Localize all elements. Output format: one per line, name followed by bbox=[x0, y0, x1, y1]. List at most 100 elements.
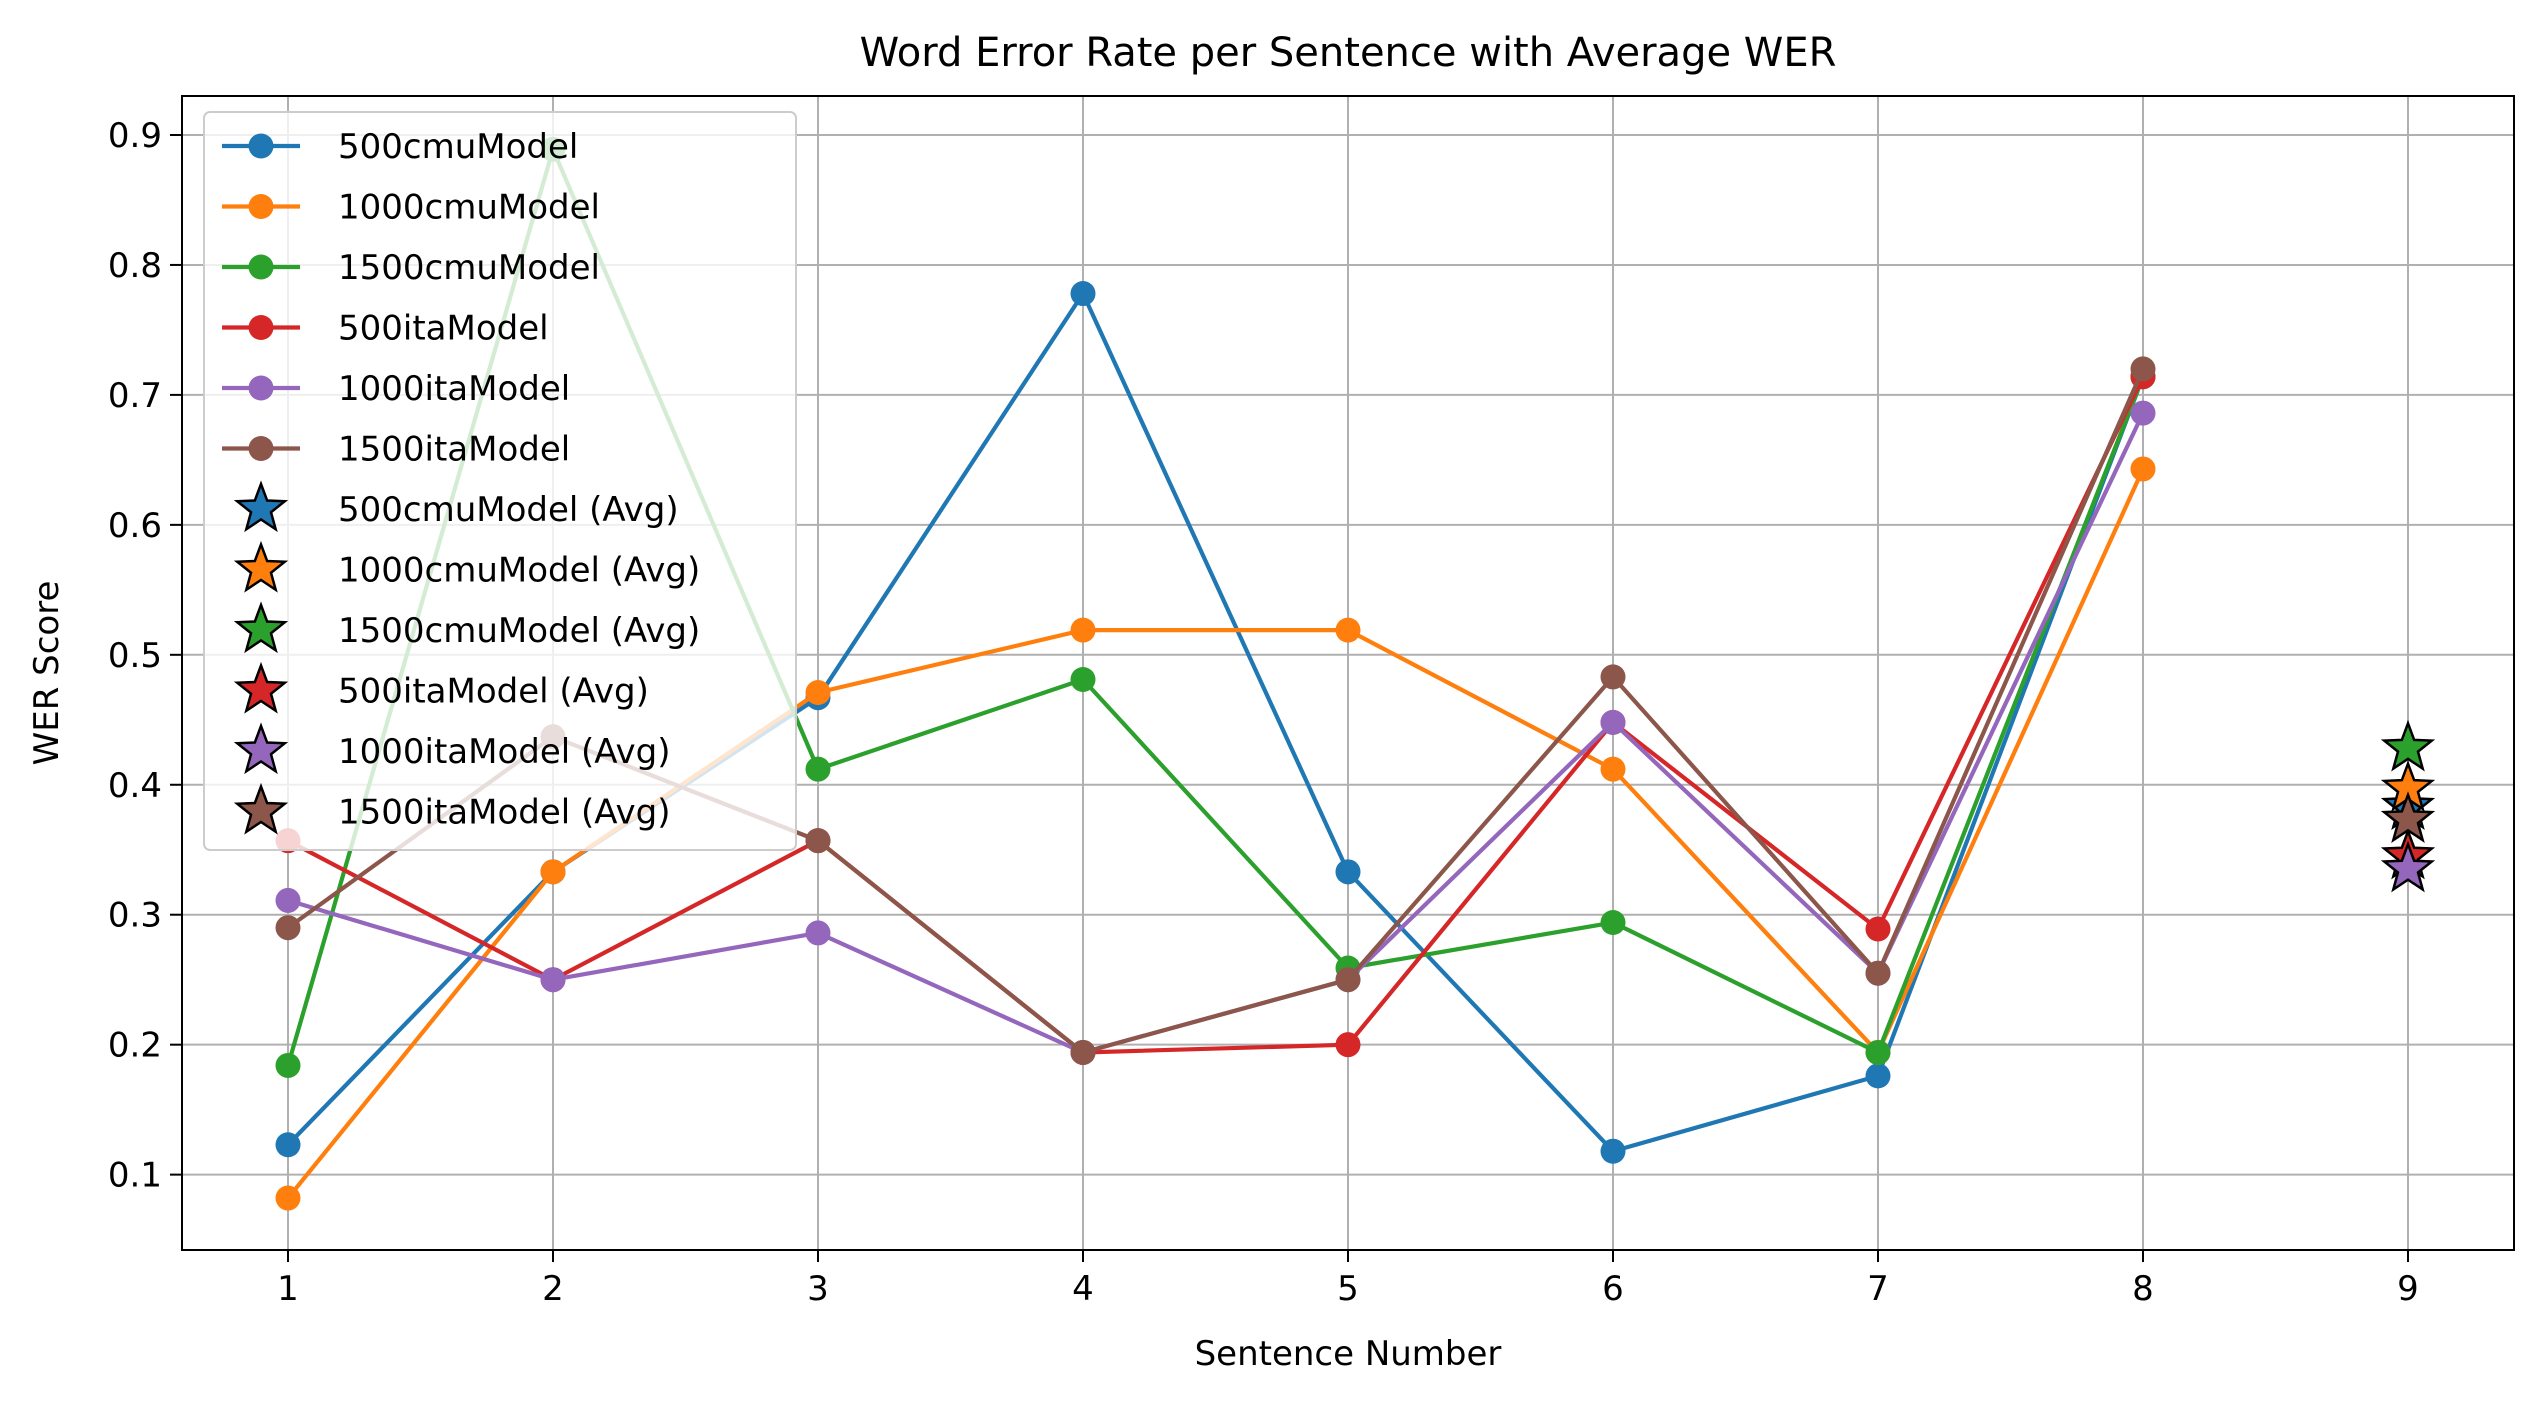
chart-title: Word Error Rate per Sentence with Averag… bbox=[860, 30, 1837, 76]
average-star bbox=[2380, 840, 2436, 893]
x-tick-label: 1 bbox=[277, 1269, 299, 1309]
legend: 500cmuModel 1000cmuModel 1500cmuModel 500it… bbox=[203, 111, 797, 851]
data-point bbox=[275, 915, 301, 941]
data-point bbox=[1335, 1032, 1361, 1058]
legend-entry: 500cmuModel (Avg) bbox=[233, 480, 679, 533]
x-axis-ticks: 1 2 3 4 5 6 7 8 9 bbox=[277, 1250, 2419, 1309]
data-point bbox=[1070, 666, 1096, 692]
x-tick-label: 6 bbox=[1602, 1269, 1624, 1309]
y-tick-label: 0.3 bbox=[108, 896, 162, 936]
y-tick-label: 0.6 bbox=[108, 506, 162, 546]
legend-label: 1500itaModel (Avg) bbox=[338, 793, 671, 833]
data-point bbox=[1865, 916, 1891, 942]
y-tick-label: 0.4 bbox=[108, 766, 162, 806]
average-markers bbox=[2380, 719, 2436, 893]
data-point bbox=[540, 859, 566, 885]
legend-marker bbox=[248, 315, 274, 340]
legend-entry: 500itaModel (Avg) bbox=[233, 661, 649, 714]
legend-star-swatch bbox=[233, 540, 289, 593]
series-line bbox=[287, 375, 2145, 1055]
legend-label: 1000itaModel (Avg) bbox=[338, 732, 671, 772]
data-point bbox=[2130, 400, 2156, 426]
data-point bbox=[2130, 456, 2156, 482]
data-point bbox=[805, 920, 831, 946]
data-point bbox=[275, 887, 301, 913]
legend-marker bbox=[248, 133, 274, 159]
data-point bbox=[1335, 859, 1361, 885]
legend-entry: 1000cmuModel bbox=[222, 188, 600, 228]
legend-label: 500itaModel bbox=[338, 309, 549, 349]
data-point bbox=[1335, 617, 1361, 643]
data-point bbox=[1070, 617, 1096, 643]
y-tick-label: 0.7 bbox=[108, 376, 162, 416]
legend-marker bbox=[248, 194, 274, 219]
data-point bbox=[275, 1132, 301, 1158]
average-star bbox=[2380, 719, 2436, 772]
data-point bbox=[1070, 281, 1096, 307]
x-tick-label: 9 bbox=[2397, 1269, 2419, 1309]
data-point bbox=[1600, 1138, 1626, 1164]
legend-star-swatch bbox=[233, 782, 289, 835]
legend-entry: 1500cmuModel (Avg) bbox=[233, 601, 700, 654]
legend-label: 500itaModel (Avg) bbox=[338, 672, 649, 712]
legend-entry: 1000itaModel bbox=[222, 369, 570, 409]
legend-label: 1500cmuModel (Avg) bbox=[338, 611, 700, 651]
x-tick-label: 8 bbox=[2132, 1269, 2154, 1309]
y-axis-ticks: 0.1 0.2 0.3 0.4 0.5 0.6 0.7 0.8 0.9 bbox=[108, 116, 182, 1196]
y-axis-title: WER Score bbox=[27, 581, 67, 766]
x-tick-label: 7 bbox=[1867, 1269, 1889, 1309]
legend-entry: 500itaModel bbox=[222, 309, 549, 349]
legend-label: 500cmuModel bbox=[338, 127, 578, 167]
legend-label: 1000cmuModel bbox=[338, 188, 600, 228]
x-tick-label: 2 bbox=[542, 1269, 564, 1309]
average-star bbox=[2380, 791, 2436, 843]
data-point bbox=[1865, 1063, 1891, 1089]
x-tick-label: 4 bbox=[1072, 1269, 1094, 1309]
data-point bbox=[2130, 356, 2156, 382]
legend-label: 1500cmuModel bbox=[338, 248, 600, 288]
legend-star-swatch bbox=[233, 722, 289, 775]
data-point bbox=[1865, 1039, 1891, 1065]
legend-marker bbox=[248, 436, 274, 461]
legend-entry: 1500cmuModel bbox=[222, 248, 600, 288]
x-axis-title: Sentence Number bbox=[1195, 1334, 1502, 1374]
x-tick-label: 5 bbox=[1337, 1269, 1359, 1309]
data-point bbox=[1600, 709, 1626, 735]
legend-label: 1000cmuModel (Avg) bbox=[338, 551, 700, 591]
data-point bbox=[540, 967, 566, 993]
data-point bbox=[275, 1052, 301, 1078]
legend-marker bbox=[248, 375, 274, 401]
y-tick-label: 0.2 bbox=[108, 1026, 162, 1066]
legend-star-swatch bbox=[233, 601, 289, 654]
data-point bbox=[1600, 664, 1626, 690]
y-tick-label: 0.5 bbox=[108, 636, 162, 676]
legend-label: 1000itaModel bbox=[338, 369, 570, 409]
data-point bbox=[1335, 967, 1361, 993]
data-point bbox=[1865, 960, 1891, 986]
data-point bbox=[805, 756, 831, 782]
x-tick-label: 3 bbox=[807, 1269, 829, 1309]
y-tick-label: 0.9 bbox=[108, 116, 162, 156]
legend-entry: 1500itaModel (Avg) bbox=[233, 782, 671, 835]
data-point bbox=[1600, 756, 1626, 782]
y-tick-label: 0.1 bbox=[108, 1156, 162, 1196]
data-point bbox=[805, 679, 831, 705]
legend-star-swatch bbox=[233, 661, 289, 714]
data-point bbox=[1600, 910, 1626, 936]
legend-entry: 1000cmuModel (Avg) bbox=[233, 540, 700, 593]
legend-box bbox=[203, 111, 797, 851]
data-point bbox=[1070, 1039, 1096, 1065]
legend-marker bbox=[248, 254, 274, 280]
legend-star-swatch bbox=[233, 480, 289, 533]
legend-label: 1500itaModel bbox=[338, 430, 570, 470]
series-lines bbox=[275, 136, 2156, 1211]
y-tick-label: 0.8 bbox=[108, 246, 162, 286]
legend-entry: 1000itaModel (Avg) bbox=[233, 722, 671, 775]
legend-entry: 1500itaModel bbox=[222, 430, 570, 470]
data-point bbox=[805, 828, 831, 854]
legend-entry: 500cmuModel bbox=[222, 127, 578, 167]
data-point bbox=[275, 1185, 301, 1211]
legend-label: 500cmuModel (Avg) bbox=[338, 490, 679, 530]
